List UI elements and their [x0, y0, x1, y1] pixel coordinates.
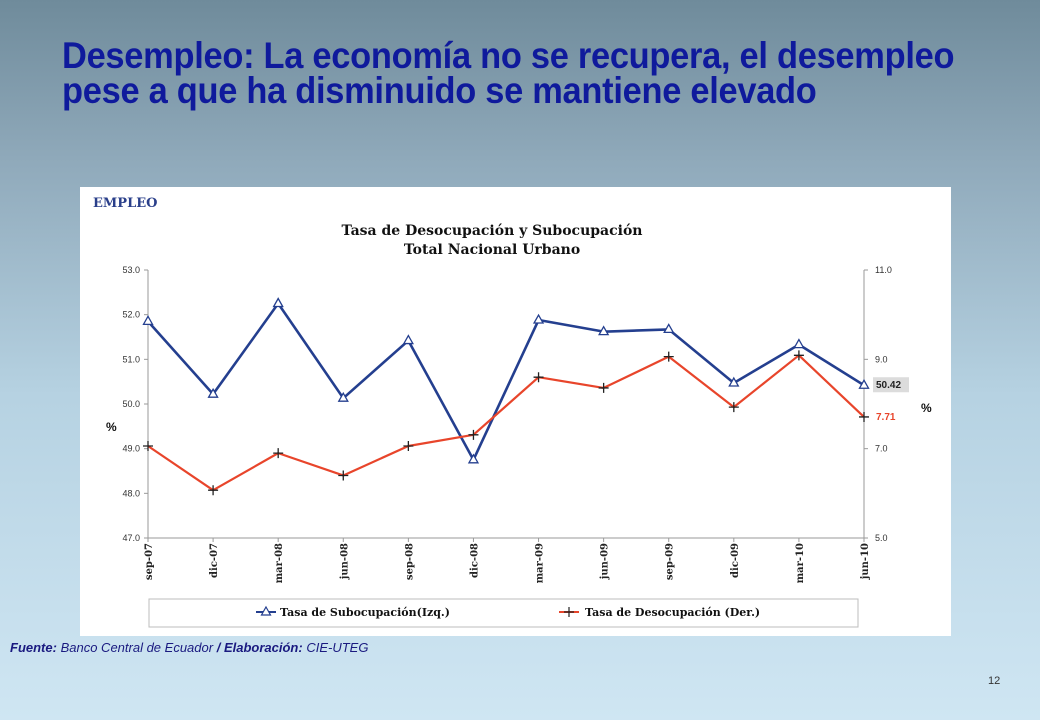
page-number: 12	[988, 675, 1001, 687]
point-desocupacion	[728, 402, 739, 413]
point-desocupacion	[273, 448, 284, 459]
axes-layer: 47.0 48.0 49.0 50.0 51.0 52.0 53.0 5.0 7.0 9.0 11.…	[122, 265, 891, 583]
chart-subtitle: Total Nacional Urbano	[404, 242, 580, 258]
legend-label-subocupacion: Tasa de Subocupación(Izq.)	[280, 606, 450, 619]
point-subocupacion	[142, 315, 154, 326]
x-tick-label: sep-08	[404, 543, 415, 580]
left-tick-label: 50.0	[122, 399, 140, 409]
x-tick-label: mar-09	[535, 543, 546, 583]
end-label-desocupacion: 7.71	[876, 412, 896, 423]
left-tick-label: 53.0	[122, 265, 140, 275]
x-tick-label: mar-08	[274, 543, 285, 583]
x-tick-label: sep-07	[144, 543, 155, 580]
x-tick-label: dic-09	[730, 543, 741, 578]
point-subocupacion	[272, 297, 284, 308]
source-line: Fuente: Banco Central de Ecuador / Elabo…	[10, 640, 368, 655]
legend-label-desocupacion: Tasa de Desocupación (Der.)	[585, 606, 760, 619]
point-desocupacion	[403, 440, 414, 451]
end-label-bg-subocupacion	[873, 377, 909, 393]
left-tick-label: 48.0	[122, 488, 140, 498]
x-tick-label: mar-10	[795, 543, 806, 583]
chart-svg: EMPLEO Tasa de Desocupación y Subocupaci…	[93, 196, 932, 628]
x-tick-label: sep-09	[665, 543, 676, 580]
point-subocupacion	[858, 378, 870, 389]
legend-box	[148, 598, 859, 628]
chart-title: Tasa de Desocupación y Subocupación	[342, 223, 643, 239]
chart-frame: EMPLEO Tasa de Desocupación y Subocupaci…	[80, 187, 951, 636]
end-label-subocupacion: 50.42	[876, 380, 901, 391]
point-subocupacion	[337, 391, 349, 402]
x-tick-label: dic-07	[209, 543, 220, 578]
source-value: Banco Central de Ecuador	[60, 640, 214, 655]
point-subocupacion	[793, 338, 805, 349]
right-tick-label: 9.0	[875, 354, 888, 364]
point-subocupacion	[598, 325, 610, 336]
left-axis-unit: %	[106, 420, 117, 434]
point-subocupacion	[728, 376, 740, 387]
right-tick-label: 7.0	[875, 444, 888, 454]
series-line-desocupacion	[147, 354, 865, 492]
point-subocupacion	[663, 323, 675, 334]
point-desocupacion	[143, 440, 153, 451]
point-desocupacion	[338, 470, 349, 481]
x-tick-label: jun-08	[339, 543, 350, 580]
point-desocupacion	[663, 351, 674, 362]
legend-marker-desocupacion	[564, 607, 574, 617]
point-subocupacion	[402, 334, 414, 345]
x-tick-label: jun-09	[600, 543, 611, 580]
source-label: Fuente:	[10, 640, 57, 655]
point-desocupacion	[859, 411, 869, 422]
point-subocupacion	[532, 313, 545, 324]
point-subocupacion	[467, 453, 480, 464]
legend-marker-subocupacion	[260, 605, 272, 616]
point-desocupacion	[533, 372, 544, 383]
left-tick-label: 51.0	[122, 354, 140, 364]
x-tick-label: jun-10	[860, 543, 871, 580]
slide-title: Desempleo: La economía no se recupera, e…	[62, 35, 955, 111]
right-axis-unit: %	[921, 401, 932, 415]
left-tick-label: 52.0	[122, 310, 140, 320]
series-layer: 50.42 7.71	[142, 297, 909, 496]
source-separator: /	[216, 640, 221, 655]
x-tick-label: dic-08	[469, 543, 480, 578]
right-tick-label: 11.0	[875, 265, 892, 275]
point-desocupacion	[598, 382, 609, 393]
point-desocupacion	[468, 429, 479, 440]
point-subocupacion	[207, 387, 219, 398]
section-label: EMPLEO	[93, 196, 157, 211]
left-tick-label: 49.0	[122, 444, 140, 454]
series-line-subocupacion	[147, 302, 865, 462]
left-tick-label: 47.0	[122, 533, 140, 543]
right-tick-label: 5.0	[875, 533, 888, 543]
elaboration-label: Elaboración:	[223, 640, 303, 655]
point-desocupacion	[793, 350, 804, 361]
elaboration-value: CIE-UTEG	[306, 640, 369, 655]
point-desocupacion	[208, 485, 219, 496]
